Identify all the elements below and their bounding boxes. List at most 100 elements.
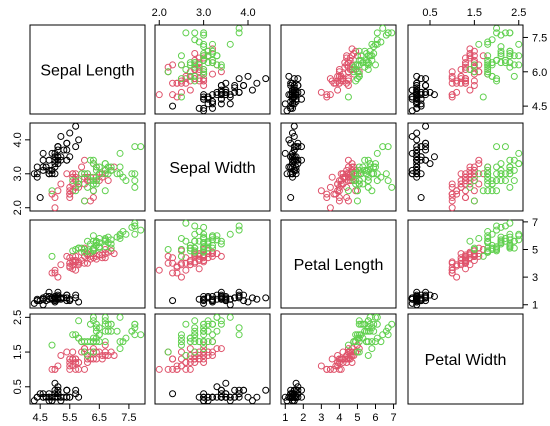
data-point-series-2: [131, 320, 139, 328]
data-point-series-1: [51, 204, 59, 212]
panel-frame: [29, 24, 146, 115]
data-point-series-2: [355, 56, 363, 64]
data-point-series-2: [475, 234, 483, 242]
tick-label: 3: [318, 412, 324, 424]
tick-label: 4.5: [532, 101, 547, 113]
data-point-series-1: [51, 194, 59, 202]
data-point-series-0: [413, 166, 421, 174]
data-point-series-0: [51, 379, 59, 387]
data-point-series-0: [408, 170, 416, 178]
data-point-series-2: [479, 187, 487, 195]
data-point-series-1: [177, 348, 185, 356]
data-point-series-2: [89, 156, 97, 164]
data-point-series-1: [448, 68, 456, 76]
data-point-series-2: [84, 352, 91, 360]
data-point-series-2: [191, 348, 199, 356]
data-point-series-2: [200, 331, 208, 339]
data-point-series-2: [515, 61, 523, 69]
data-point-series-0: [231, 393, 239, 401]
tick-label: 4.0: [240, 7, 255, 19]
data-point-series-2: [113, 170, 121, 178]
data-point-series-1: [462, 61, 469, 69]
data-point-series-1: [169, 269, 177, 277]
data-point-series-2: [493, 226, 501, 234]
data-point-series-1: [200, 341, 208, 349]
data-point-series-2: [48, 187, 56, 195]
data-point-series-0: [287, 82, 295, 90]
data-point-series-0: [417, 156, 425, 164]
data-point-series-1: [326, 204, 334, 212]
data-point-series-2: [484, 232, 492, 240]
data-point-series-0: [235, 393, 243, 401]
data-point-series-2: [484, 61, 492, 69]
data-point-series-2: [78, 338, 86, 346]
data-point-series-2: [497, 47, 505, 55]
data-point-series-2: [200, 327, 208, 335]
data-point-series-0: [253, 79, 261, 87]
data-point-series-2: [370, 320, 378, 328]
data-point-series-2: [72, 187, 80, 195]
data-point-series-1: [57, 180, 65, 188]
data-point-series-1: [101, 352, 109, 360]
data-point-series-1: [470, 163, 478, 171]
data-point-series-2: [122, 177, 130, 185]
data-point-series-0: [298, 88, 305, 96]
data-point-series-1: [457, 250, 465, 258]
data-point-series-0: [45, 390, 53, 398]
data-point-series-1: [339, 348, 347, 356]
data-point-series-1: [323, 365, 331, 373]
data-point-series-2: [373, 320, 381, 328]
data-point-series-0: [54, 386, 62, 394]
data-point-series-1: [200, 355, 208, 363]
data-point-series-1: [330, 190, 338, 198]
data-point-series-2: [484, 68, 492, 76]
data-point-series-2: [506, 183, 514, 191]
data-point-series-1: [448, 180, 456, 188]
data-point-series-2: [204, 338, 212, 346]
data-point-series-1: [462, 173, 469, 181]
data-point-series-1: [448, 93, 456, 101]
data-point-series-1: [339, 77, 347, 85]
data-point-series-2: [501, 143, 509, 151]
data-point-series-2: [182, 66, 190, 73]
data-point-series-1: [479, 52, 487, 60]
data-point-series-2: [131, 219, 139, 227]
data-point-series-2: [131, 183, 139, 191]
data-point-series-0: [413, 163, 421, 171]
data-point-series-1: [348, 348, 356, 356]
data-point-series-1: [466, 163, 474, 171]
data-point-series-0: [169, 390, 177, 398]
data-point-series-1: [57, 261, 65, 269]
panel-frame: [154, 122, 271, 212]
data-point-series-2: [186, 338, 194, 346]
data-point-series-2: [384, 143, 392, 151]
data-point-series-0: [45, 166, 53, 174]
data-point-series-1: [330, 365, 338, 373]
data-point-series-1: [448, 72, 456, 80]
panel-r3-c3: Petal Width: [407, 313, 524, 405]
data-point-series-0: [231, 82, 239, 90]
data-point-series-1: [337, 355, 345, 363]
panel-frame: [29, 122, 146, 212]
data-point-series-0: [298, 156, 305, 164]
data-point-series-2: [217, 317, 225, 325]
top-axis-col-1: 2.0 3.0 4.0: [152, 7, 256, 26]
data-point-series-2: [217, 240, 225, 248]
data-point-series-2: [217, 237, 225, 245]
data-point-series-0: [413, 88, 421, 96]
data-point-series-2: [191, 77, 199, 85]
data-point-series-0: [213, 91, 221, 99]
data-point-series-0: [51, 163, 59, 171]
data-point-series-1: [186, 365, 194, 373]
data-point-series-1: [155, 365, 163, 373]
data-point-series-0: [287, 170, 295, 178]
data-point-series-2: [493, 29, 501, 37]
data-point-series-2: [493, 143, 501, 151]
data-point-series-1: [470, 77, 478, 85]
data-point-series-1: [173, 263, 181, 271]
data-point-series-2: [510, 177, 518, 185]
data-point-series-1: [101, 254, 109, 262]
data-point-series-1: [200, 358, 208, 366]
data-point-series-0: [413, 143, 421, 151]
